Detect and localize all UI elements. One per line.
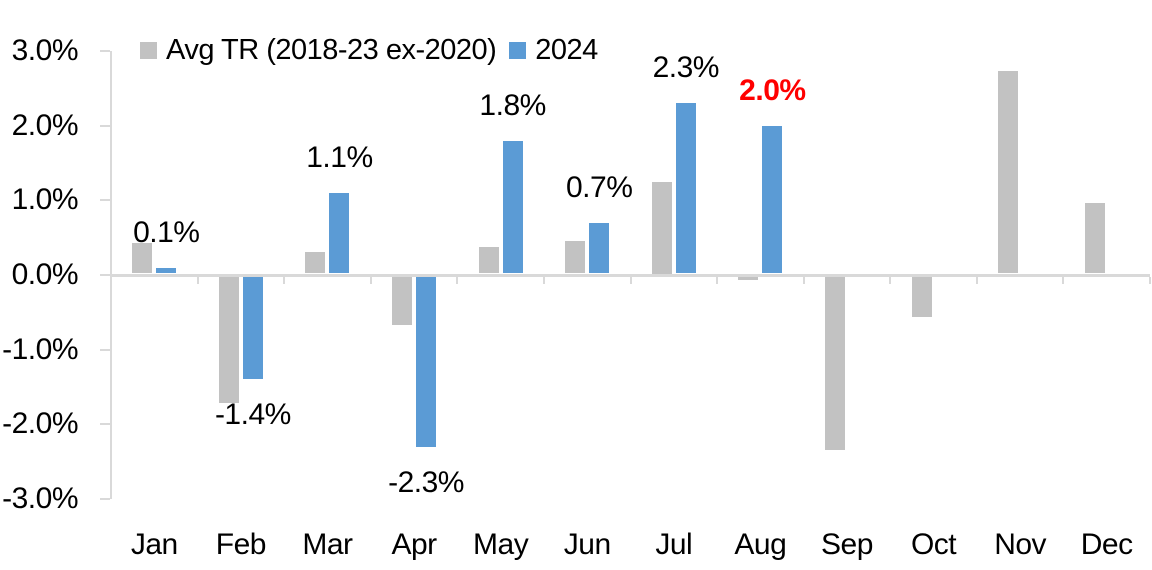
x-axis-tick (716, 276, 719, 284)
data-label-feb: -1.4% (214, 398, 291, 432)
x-axis-label-oct: Oct (910, 528, 957, 561)
x-axis-label-dec: Dec (1080, 528, 1133, 561)
bar-avg-aug (738, 276, 759, 281)
bar-avg-jun (565, 240, 586, 274)
data-label-jul: 2.3% (652, 51, 720, 85)
y-axis-label: -2.0% (2, 407, 78, 441)
x-axis-tick (110, 276, 112, 284)
x-axis-label-sep: Sep (821, 528, 873, 561)
x-axis-tick (369, 276, 372, 284)
x-axis-tick (802, 276, 805, 284)
legend-label-2024: 2024 (535, 33, 598, 66)
data-label-jun: 0.7% (566, 170, 633, 204)
bar-2024-apr (416, 276, 437, 447)
bar-avg-may (478, 247, 499, 274)
bar-avg-jul (651, 181, 672, 274)
bar-2024-may (502, 140, 523, 274)
x-axis-label-jun: Jun (563, 528, 611, 561)
x-axis-tick (1149, 276, 1151, 284)
x-axis-label-aug: Aug (734, 528, 787, 561)
legend: Avg TR (2018-23 ex-2020) 2024 (140, 33, 598, 66)
y-axis-tick (100, 124, 110, 127)
y-axis-label: 1.0% (11, 183, 79, 217)
data-label-may: 1.8% (479, 88, 546, 122)
x-axis-tick (456, 276, 459, 284)
data-label-jan: 0.1% (133, 215, 200, 249)
y-axis-tick (100, 423, 110, 426)
bar-2024-feb (242, 276, 263, 380)
bar-2024-mar (329, 192, 350, 274)
data-label-apr: -2.3% (388, 465, 464, 499)
x-axis-label-mar: Mar (302, 528, 353, 561)
y-axis-tick (100, 50, 110, 53)
x-axis-label-apr: Apr (391, 528, 437, 561)
x-axis-tick (1062, 276, 1065, 284)
bar-avg-mar (305, 251, 326, 274)
y-axis-label: -1.0% (2, 332, 78, 366)
data-label-aug: 2.0% (739, 73, 806, 107)
legend-label-avg-tr: Avg TR (2018-23 ex-2020) (166, 33, 497, 66)
bar-2024-jan (156, 267, 177, 274)
bar-2024-jun (589, 222, 610, 274)
bar-avg-sep (824, 276, 845, 451)
y-axis-label: 2.0% (11, 108, 79, 142)
x-axis-tick (196, 276, 199, 284)
y-axis-label: -3.0% (2, 481, 78, 515)
y-axis-label: 3.0% (11, 34, 79, 68)
data-label-mar: 1.1% (306, 140, 373, 174)
bar-avg-oct (911, 276, 932, 317)
y-axis-tick (100, 497, 110, 500)
x-axis-tick (975, 276, 978, 284)
bar-avg-nov (998, 71, 1019, 274)
x-axis-tick (629, 276, 632, 284)
bar-avg-feb (218, 276, 239, 404)
bar-avg-apr (392, 276, 413, 325)
x-axis-label-may: May (473, 528, 529, 561)
x-axis-label-feb: Feb (215, 528, 267, 561)
legend-swatch-avg-tr (140, 41, 157, 59)
x-axis-tick (889, 276, 892, 284)
x-axis-label-jul: Jul (655, 528, 693, 561)
bar-2024-aug (762, 125, 783, 274)
bar-2024-jul (675, 103, 696, 274)
y-axis-tick (100, 274, 110, 276)
x-axis-tick (542, 276, 545, 284)
bar-avg-dec (1084, 202, 1105, 274)
bar-avg-jan (132, 242, 153, 274)
x-axis-line (111, 273, 1150, 277)
x-axis-label-jan: Jan (130, 528, 178, 561)
x-axis-tick (283, 276, 286, 284)
y-axis-tick (100, 348, 110, 351)
legend-swatch-2024 (509, 41, 527, 59)
x-axis-label-nov: Nov (994, 528, 1047, 561)
y-axis-tick (100, 199, 110, 202)
y-axis-label: 0.0% (11, 258, 79, 291)
